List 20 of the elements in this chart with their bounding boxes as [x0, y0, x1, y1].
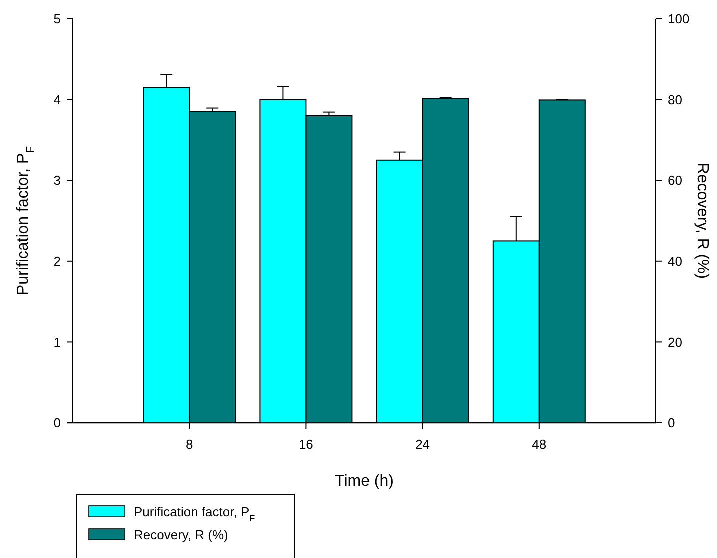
y-tick-label: 3 [54, 173, 61, 188]
x-tick-label: 8 [186, 437, 194, 452]
legend-label: Recovery, R (%) [134, 528, 228, 543]
y2-tick-label: 80 [668, 92, 682, 108]
x-tick-label: 24 [416, 437, 430, 452]
x-axis-title: Time (h) [335, 473, 394, 490]
y-tick-label: 1 [54, 334, 61, 350]
y2-tick-label: 60 [668, 173, 682, 188]
y2-tick-label: 40 [668, 254, 682, 269]
y2-tick-label: 20 [668, 334, 682, 350]
x-tick-label: 48 [532, 437, 547, 452]
x-tick-label: 16 [298, 437, 314, 452]
y-tick-label: 5 [54, 12, 61, 27]
y-tick-label: 2 [54, 254, 61, 269]
legend-label: Purification factor, P$_{F}$ [134, 504, 256, 524]
y-tick-label: 0 [54, 416, 61, 431]
y2-tick-label: 100 [668, 12, 690, 27]
y-tick-label: 4 [54, 92, 61, 108]
y2-axis-title: Recovery, R (%) [694, 162, 711, 280]
y2-tick-label: 0 [668, 416, 676, 431]
